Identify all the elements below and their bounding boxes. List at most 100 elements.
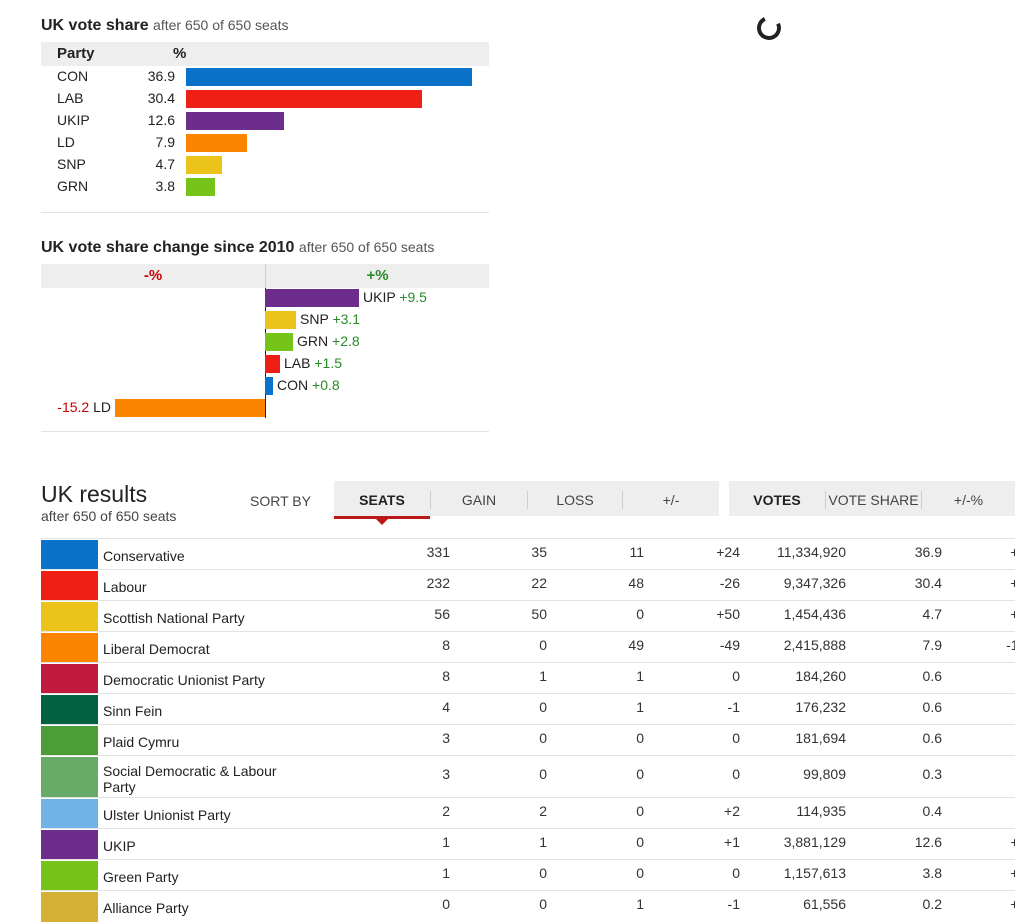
cell-share: 0.2	[922, 896, 942, 912]
cell-votes: 181,694	[795, 730, 846, 746]
table-row[interactable]: Plaid Cymru 3 0 0 0 181,694 0.6 0.0	[41, 724, 1015, 756]
cell-gain: 50	[531, 606, 547, 622]
cell-loss: 1	[636, 668, 644, 684]
party-name: Liberal Democrat	[103, 641, 210, 657]
cell-share: 7.9	[922, 637, 942, 653]
tab-votes[interactable]: VOTES	[753, 492, 801, 508]
vote-change-row: CON +0.8	[41, 374, 489, 396]
vote-share-value: 3.8	[155, 178, 175, 194]
party-color-swatch	[41, 695, 98, 725]
table-row[interactable]: Labour 232 22 48 -26 9,347,326 30.4 +1.5	[41, 569, 1015, 601]
tab-seats-active-indicator	[334, 516, 430, 519]
vote-change-value: +3.1	[332, 311, 361, 327]
vote-share-value: 7.9	[155, 134, 175, 150]
cell-votes: 184,260	[795, 668, 846, 684]
cell-seats: 2	[442, 803, 450, 819]
tab-loss[interactable]: LOSS	[556, 492, 594, 508]
cell-votes: 1,157,613	[783, 865, 846, 881]
table-row[interactable]: Sinn Fein 4 0 1 -1 176,232 0.6 0.0	[41, 693, 1015, 725]
vote-share-title: UK vote share	[41, 17, 149, 34]
table-row[interactable]: Democratic Unionist Party 8 1 1 0 184,260 0.6 0…	[41, 662, 1015, 694]
vote-change-header-divider	[265, 264, 266, 288]
cell-loss: 49	[628, 637, 644, 653]
table-row[interactable]: Alliance Party 0 0 1 -1 61,556 0.2 +0.1	[41, 890, 1015, 922]
vote-change-axis	[265, 288, 266, 418]
cell-seats: 56	[434, 606, 450, 622]
table-row[interactable]: Liberal Democrat 8 0 49 -49 2,415,888 7.9 -15.2	[41, 631, 1015, 663]
table-row[interactable]: Scottish National Party 56 50 0 +50 1,454,436…	[41, 600, 1015, 632]
party-name: Sinn Fein	[103, 703, 163, 719]
party-color-swatch	[41, 602, 98, 632]
results-subtitle: after 650 of 650 seats	[41, 508, 177, 524]
table-row[interactable]: Ulster Unionist Party 2 2 0 +2 114,935 0.4 0.0	[41, 797, 1015, 829]
party-name: Green Party	[103, 869, 179, 885]
party-color-swatch	[41, 540, 98, 570]
cell-loss: 0	[636, 803, 644, 819]
vote-change-bar	[265, 355, 280, 373]
vote-share-bar	[186, 90, 422, 108]
vote-share-value: 4.7	[155, 156, 175, 172]
vote-change-label: -15.2 LD	[57, 396, 111, 418]
vote-change-bar	[265, 377, 273, 395]
cell-loss: 11	[629, 544, 644, 560]
cell-votes: 99,809	[803, 766, 846, 782]
cell-share: 0.6	[922, 699, 942, 715]
vote-change-heading: UK vote share change since 2010 after 65…	[41, 239, 434, 257]
cell-net: +2	[724, 803, 740, 819]
cell-share: 36.9	[914, 544, 942, 560]
cell-votes: 2,415,888	[783, 637, 846, 653]
party-color-swatch	[41, 757, 98, 798]
cell-share: 0.4	[922, 803, 942, 819]
vote-change-party: CON	[277, 377, 309, 393]
cell-change: +3.1	[1010, 606, 1015, 622]
vote-share-col-party: Party	[57, 45, 95, 62]
vote-change-party: SNP	[300, 311, 329, 327]
cell-gain: 0	[539, 865, 547, 881]
party-name: Ulster Unionist Party	[103, 807, 231, 823]
vote-change-bar	[265, 333, 293, 351]
party-name: UKIP	[103, 838, 136, 854]
vote-share-value: 12.6	[147, 112, 175, 128]
party-color-swatch	[41, 892, 98, 922]
tab-gain[interactable]: GAIN	[461, 492, 497, 508]
cell-gain: 0	[539, 699, 547, 715]
cell-votes: 3,881,129	[783, 834, 846, 850]
cell-seats: 331	[426, 544, 450, 560]
tab-vote-share[interactable]: VOTE SHARE	[828, 492, 919, 508]
vote-share-value: 30.4	[147, 90, 175, 106]
cell-share: 3.8	[922, 865, 942, 881]
cell-net: -49	[719, 637, 740, 653]
cell-change: 0.0	[978, 766, 1015, 782]
party-name: Alliance Party	[103, 900, 189, 916]
cell-change: -15.2	[1006, 637, 1015, 653]
cell-loss: 1	[636, 699, 644, 715]
vote-share-bar	[186, 68, 472, 86]
tab-seats[interactable]: SEATS	[359, 492, 405, 508]
cell-net: +50	[716, 606, 740, 622]
cell-seats: 1	[442, 865, 450, 881]
tab-share-change[interactable]: +/-%	[953, 492, 984, 508]
vote-share-col-pct: %	[173, 45, 187, 62]
table-row[interactable]: Green Party 1 0 0 0 1,157,613 3.8 +2.8	[41, 859, 1015, 891]
table-row[interactable]: UKIP 1 1 0 +1 3,881,129 12.6 +9.5	[41, 828, 1015, 860]
cell-gain: 2	[539, 803, 547, 819]
cell-loss: 0	[636, 766, 644, 782]
party-color-swatch	[41, 571, 98, 601]
party-color-swatch	[41, 799, 98, 829]
table-row[interactable]: Conservative 331 35 11 +24 11,334,920 36.9 +0.8	[41, 538, 1015, 570]
cell-change: +0.8	[1010, 544, 1015, 560]
vote-share-party: UKIP	[57, 112, 90, 128]
vote-share-bar	[186, 134, 247, 152]
cell-seats: 8	[442, 637, 450, 653]
table-row[interactable]: Social Democratic & Labour Party 3 0 0 0 99,8…	[41, 755, 1015, 798]
cell-loss: 0	[636, 730, 644, 746]
results-title: UK results	[41, 481, 148, 507]
vote-change-row: SNP +3.1	[41, 308, 489, 330]
cell-seats: 8	[442, 668, 450, 684]
cell-gain: 22	[531, 575, 547, 591]
cell-share: 4.7	[922, 606, 942, 622]
cell-seats: 1	[442, 834, 450, 850]
vote-share-bar	[186, 178, 215, 196]
divider	[41, 431, 489, 432]
tab-net[interactable]: +/-	[662, 492, 680, 508]
